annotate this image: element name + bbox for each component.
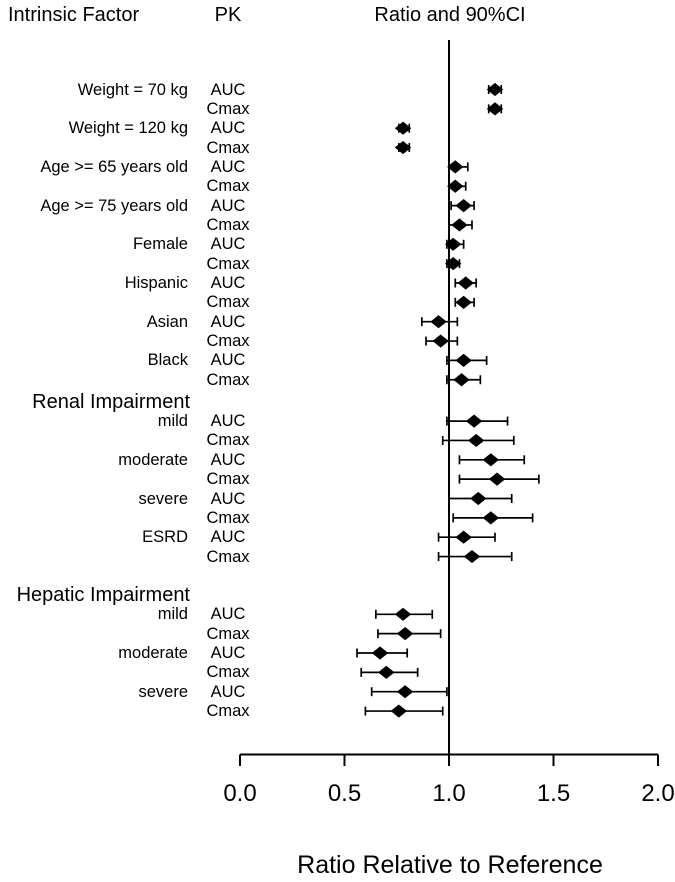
pk-label: AUC — [210, 528, 246, 547]
section-header: Renal Impairment — [32, 391, 190, 414]
pk-label: AUC — [210, 412, 246, 431]
ratio-diamond — [488, 472, 506, 486]
ratio-diamond — [463, 549, 481, 564]
ratio-diamond — [447, 179, 464, 193]
section-header: Hepatic Impairment — [16, 584, 190, 607]
pk-label: Cmax — [206, 215, 250, 234]
ratio-diamond — [451, 218, 468, 232]
pk-label: AUC — [210, 235, 246, 254]
pk-label: AUC — [210, 119, 246, 138]
pk-label: AUC — [210, 489, 246, 508]
ratio-diamond — [482, 453, 499, 467]
pk-label: AUC — [210, 196, 246, 215]
column-header-pk: PK — [214, 4, 242, 26]
pk-label: AUC — [210, 605, 246, 624]
x-tick-label: 0.0 — [223, 780, 256, 807]
ratio-diamond — [432, 334, 449, 348]
factor-label: mild — [157, 605, 188, 624]
pk-label: AUC — [210, 450, 246, 469]
pk-label: AUC — [210, 274, 246, 292]
ratio-diamond — [482, 511, 499, 525]
ratio-diamond — [467, 433, 485, 448]
factor-label: Hispanic — [124, 274, 188, 292]
ratio-diamond — [455, 353, 472, 367]
factor-label: moderate — [118, 450, 188, 469]
ratio-diamond — [470, 491, 487, 506]
ratio-diamond — [394, 121, 412, 135]
ratio-diamond — [444, 237, 462, 251]
ratio-diamond — [453, 373, 470, 387]
ratio-diamond — [394, 140, 412, 155]
factor-label: Female — [132, 235, 188, 254]
pk-label: Cmax — [206, 332, 250, 351]
factor-label: severe — [138, 682, 188, 701]
pk-label: AUC — [210, 644, 246, 662]
ratio-diamond — [444, 257, 462, 271]
pk-label: Cmax — [206, 508, 250, 527]
ratio-diamond — [390, 704, 408, 718]
pk-label: Cmax — [206, 138, 250, 157]
ratio-diamond — [371, 646, 389, 660]
column-header-intrinsic-factor: Intrinsic Factor — [8, 4, 140, 26]
pk-label: AUC — [210, 80, 246, 99]
column-header-ratio-ci: Ratio and 90%CI — [374, 4, 526, 26]
pk-label: Cmax — [206, 547, 250, 566]
pk-label: Cmax — [206, 254, 250, 273]
factor-label: ESRD — [142, 528, 188, 547]
ratio-diamond — [394, 607, 412, 621]
factor-label: Weight = 120 kg — [68, 119, 188, 138]
x-tick-label: 2.0 — [641, 780, 674, 807]
pk-label: Cmax — [206, 370, 250, 389]
x-tick-label: 0.5 — [328, 780, 361, 807]
ratio-diamond — [396, 627, 414, 641]
pk-label: Cmax — [206, 431, 250, 450]
x-axis-title: Ratio Relative to Reference — [297, 851, 603, 879]
factor-label: Age >= 75 years old — [40, 196, 188, 215]
pk-label: AUC — [210, 682, 246, 701]
pk-label: Cmax — [206, 99, 250, 118]
ratio-diamond — [430, 315, 447, 329]
ratio-diamond — [486, 102, 504, 116]
ratio-diamond — [465, 414, 483, 428]
factor-label: Age >= 65 years old — [40, 157, 188, 176]
pk-label: Cmax — [206, 624, 250, 643]
ratio-diamond — [455, 530, 472, 544]
factor-label: moderate — [118, 644, 188, 662]
pk-label: Cmax — [206, 470, 250, 489]
ratio-diamond — [455, 295, 472, 309]
pk-label: AUC — [210, 312, 246, 331]
factor-label: Black — [147, 351, 188, 370]
pk-label: AUC — [210, 157, 246, 176]
factor-label: mild — [157, 412, 188, 431]
factor-label: Weight = 70 kg — [77, 80, 188, 99]
ratio-diamond — [378, 665, 395, 679]
pk-label: Cmax — [206, 663, 250, 682]
pk-label: Cmax — [206, 702, 250, 721]
ratio-diamond — [396, 685, 414, 699]
pk-label: AUC — [210, 351, 246, 370]
factor-label: severe — [138, 489, 188, 508]
pk-label: Cmax — [206, 293, 250, 312]
x-tick-label: 1.5 — [537, 780, 570, 807]
ratio-diamond — [457, 276, 474, 290]
ratio-diamond — [455, 199, 472, 213]
ratio-diamond — [447, 160, 464, 174]
ratio-diamond — [486, 82, 504, 97]
x-tick-label: 1.0 — [432, 780, 465, 807]
factor-label: Asian — [146, 312, 188, 331]
pk-label: Cmax — [206, 177, 250, 196]
